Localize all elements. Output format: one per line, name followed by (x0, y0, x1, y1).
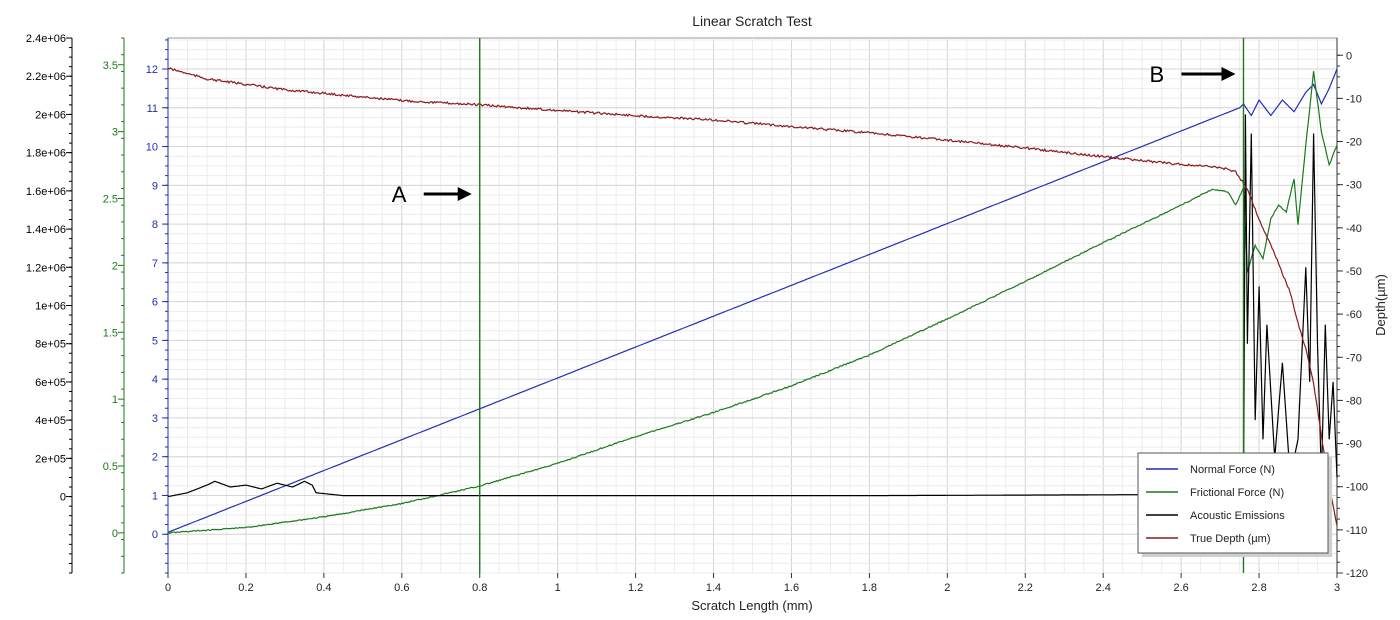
normal-tick-label: 7 (152, 258, 158, 270)
normal-tick-label: 12 (146, 64, 158, 76)
acoustic-tick-label: 2.4e+06 (26, 33, 66, 45)
legend-label-0: Normal Force (N) (1190, 464, 1275, 476)
depth-tick-label: -40 (1346, 223, 1362, 235)
frictional-tick-label: 3 (112, 127, 118, 139)
frictional-tick-label: 0.5 (103, 461, 118, 473)
chart-title: Linear Scratch Test (692, 13, 812, 29)
frictional-tick-label: 1 (112, 394, 118, 406)
depth-tick-label: -10 (1346, 93, 1362, 105)
x-tick-label: 0.4 (316, 582, 331, 594)
x-tick-label: 0.2 (238, 582, 253, 594)
depth-tick-label: -50 (1346, 266, 1362, 278)
depth-tick-label: -90 (1346, 439, 1362, 451)
series-line-0 (167, 68, 1338, 533)
marker-label-A: A (392, 182, 407, 207)
acoustic-tick-label: 1.8e+06 (26, 148, 66, 160)
x-tick-label: 0.6 (394, 582, 409, 594)
x-tick-label: 1 (555, 582, 561, 594)
normal-tick-label: 4 (152, 374, 158, 386)
x-tick-label: 1.2 (628, 582, 643, 594)
x-tick-label: 2.6 (1173, 582, 1188, 594)
depth-tick-label: -120 (1346, 568, 1368, 580)
marker-arrow-head (457, 187, 472, 201)
x-axis-title: Scratch Length (mm) (691, 598, 812, 613)
legend-label-3: True Depth (µm) (1190, 533, 1271, 545)
depth-tick-label: 0 (1346, 50, 1352, 62)
normal-tick-label: 2 (152, 452, 158, 464)
x-tick-label: 2.2 (1018, 582, 1033, 594)
legend-label-2: Acoustic Emissions (1190, 510, 1285, 522)
normal-tick-label: 11 (147, 103, 158, 115)
legend-label-1: Frictional Force (N) (1190, 487, 1284, 499)
depth-tick-label: -100 (1346, 482, 1368, 494)
frictional-tick-label: 3.5 (103, 60, 118, 72)
normal-tick-label: 5 (152, 335, 158, 347)
x-tick-label: 2.4 (1096, 582, 1111, 594)
frictional-tick-label: 1.5 (103, 327, 118, 339)
depth-tick-label: -70 (1346, 352, 1362, 364)
depth-axis-title: Depth(µm) (1373, 274, 1388, 336)
frictional-tick-label: 0 (112, 528, 118, 540)
x-tick-label: 0.8 (472, 582, 487, 594)
legend: Normal Force (N) Frictional Force (N) Acou… (1137, 452, 1332, 557)
depth-tick-label: -60 (1346, 309, 1362, 321)
acoustic-tick-label: 2e+06 (35, 109, 66, 121)
x-tick-label: 1.4 (706, 582, 721, 594)
x-tick-label: 3 (1334, 582, 1340, 594)
acoustic-tick-label: 1.2e+06 (26, 262, 66, 274)
acoustic-tick-label: 8e+05 (35, 339, 66, 351)
acoustic-tick-label: 1e+06 (35, 301, 66, 313)
x-tick-label: 1.8 (862, 582, 877, 594)
marker-label-B: B (1149, 62, 1164, 87)
normal-tick-label: 1 (152, 490, 158, 502)
acoustic-tick-label: 1.4e+06 (26, 224, 66, 236)
x-tick-label: 2.8 (1251, 582, 1266, 594)
series-line-3 (167, 67, 1338, 526)
depth-tick-label: -80 (1346, 395, 1362, 407)
acoustic-tick-label: 4e+05 (35, 415, 66, 427)
x-tick-label: 0 (165, 582, 171, 594)
frictional-tick-label: 2 (112, 260, 118, 272)
depth-tick-label: -110 (1346, 525, 1367, 537)
depth-tick-label: -20 (1346, 137, 1362, 149)
x-tick-label: 2 (944, 582, 950, 594)
frictional-tick-label: 2.5 (103, 194, 118, 206)
normal-tick-label: 8 (152, 219, 158, 231)
normal-tick-label: 6 (152, 297, 158, 309)
axes: 0 0.2 0.4 0.6 0.8 1 1.2 1.4 1.6 1.8 2 2.2 2.4 2.6 2.8 3… (26, 33, 1368, 594)
series-line-1 (167, 71, 1338, 534)
acoustic-tick-label: 6e+05 (35, 377, 66, 389)
acoustic-tick-label: 2.2e+06 (26, 71, 66, 83)
marker-arrow-head (1221, 67, 1236, 81)
normal-tick-label: 9 (152, 180, 158, 192)
acoustic-tick-label: 0 (60, 492, 66, 504)
x-tick-label: 1.6 (784, 582, 799, 594)
normal-tick-label: 3 (152, 413, 158, 425)
grid (167, 37, 1338, 574)
normal-tick-label: 10 (146, 142, 158, 154)
normal-tick-label: 0 (152, 529, 158, 541)
acoustic-tick-label: 1.6e+06 (26, 186, 66, 198)
acoustic-tick-label: 2e+05 (35, 453, 66, 465)
depth-tick-label: -30 (1346, 180, 1362, 192)
